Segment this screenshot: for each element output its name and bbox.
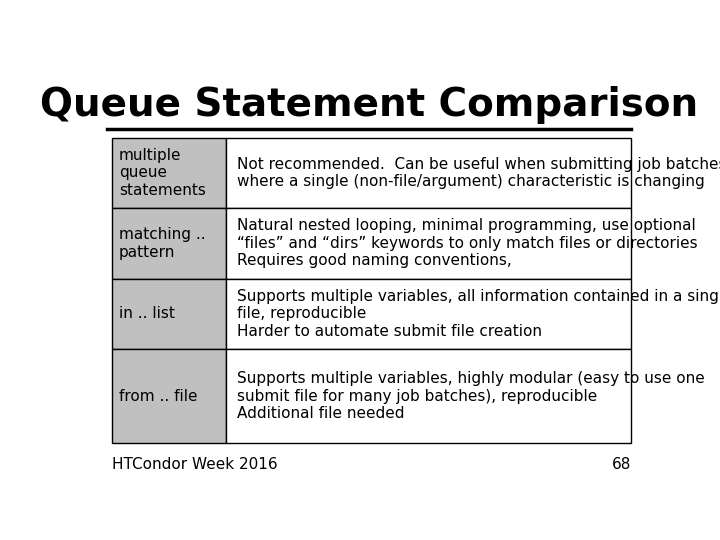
Bar bbox=[112, 138, 227, 208]
Bar bbox=[227, 279, 631, 349]
Text: Natural nested looping, minimal programming, use optional
“files” and “dirs” key: Natural nested looping, minimal programm… bbox=[237, 219, 697, 268]
Text: Not recommended.  Can be useful when submitting job batches
where a single (non-: Not recommended. Can be useful when subm… bbox=[237, 157, 720, 189]
Text: multiple
queue
statements: multiple queue statements bbox=[119, 148, 206, 198]
Bar bbox=[112, 208, 227, 279]
Bar bbox=[112, 279, 227, 349]
Text: matching ..
pattern: matching .. pattern bbox=[119, 227, 206, 260]
Bar bbox=[227, 349, 631, 443]
Bar bbox=[112, 349, 227, 443]
Bar bbox=[227, 138, 631, 208]
Text: Supports multiple variables, highly modular (easy to use one
submit file for man: Supports multiple variables, highly modu… bbox=[237, 372, 704, 421]
Text: from .. file: from .. file bbox=[119, 389, 197, 404]
Text: HTCondor Week 2016: HTCondor Week 2016 bbox=[112, 457, 278, 472]
Text: in .. list: in .. list bbox=[119, 306, 175, 321]
Text: Queue Statement Comparison: Queue Statement Comparison bbox=[40, 85, 698, 124]
Bar bbox=[227, 208, 631, 279]
Text: Supports multiple variables, all information contained in a single
file, reprodu: Supports multiple variables, all informa… bbox=[237, 289, 720, 339]
Text: 68: 68 bbox=[612, 457, 631, 472]
